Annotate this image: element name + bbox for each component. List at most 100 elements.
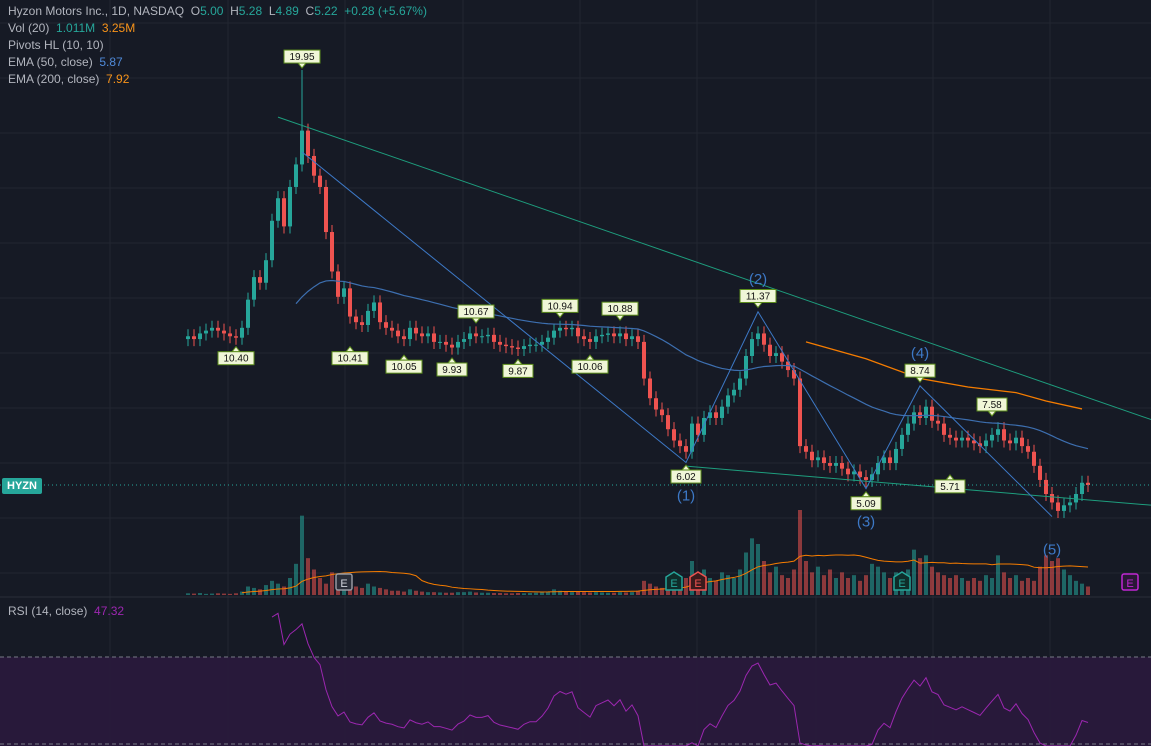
volume-bar	[930, 566, 934, 595]
volume-ma-value: 3.25M	[101, 21, 136, 35]
pivot-text: 5.71	[940, 482, 960, 493]
candle-body	[246, 299, 250, 328]
candle-body	[1020, 437, 1024, 447]
earnings-marker[interactable]: E	[1121, 573, 1139, 591]
candle-body	[888, 457, 892, 464]
candle-body	[684, 446, 688, 452]
candle-body	[528, 344, 532, 347]
candle-body	[666, 415, 670, 430]
volume-bar	[1026, 578, 1030, 595]
volume-bar	[474, 592, 478, 595]
candle-body	[486, 334, 490, 337]
volume-bar	[1050, 561, 1054, 595]
earnings-marker[interactable]: E	[665, 571, 683, 591]
candle-body	[960, 437, 964, 441]
volume-bar	[1068, 575, 1072, 595]
ema50-legend-row[interactable]: EMA (50, close) 5.87	[8, 54, 427, 71]
pivot-text: 10.05	[391, 362, 416, 373]
volume-bar	[810, 572, 814, 595]
volume-bar	[240, 591, 244, 595]
volume-bar	[984, 575, 988, 595]
volume-bar	[540, 592, 544, 595]
pivot-label-high: 8.74	[904, 363, 936, 383]
volume-bar	[1062, 569, 1066, 595]
candle-body	[1014, 437, 1018, 444]
candle-body	[216, 327, 220, 331]
volume-bar	[282, 586, 286, 595]
volume-bar	[654, 586, 658, 595]
candle-body	[186, 336, 190, 340]
pivot-pointer	[554, 311, 566, 319]
volume-bar	[1074, 580, 1078, 595]
volume-bar	[990, 578, 994, 595]
volume-bar	[522, 593, 526, 595]
ema200-legend-row[interactable]: EMA (200, close) 7.92	[8, 71, 427, 88]
pivot-label-low: 10.41	[331, 345, 369, 366]
candle-body	[1068, 502, 1072, 506]
volume-bar	[732, 578, 736, 595]
volume-bar	[636, 590, 640, 595]
earnings-letter: E	[1126, 578, 1133, 590]
earnings-box	[335, 573, 353, 591]
volume-bar	[324, 583, 328, 595]
earnings-letter: E	[694, 578, 701, 590]
volume-bar	[714, 580, 718, 595]
volume-bar	[864, 575, 868, 595]
volume-bar	[1056, 558, 1060, 595]
candle-body	[990, 434, 994, 441]
candle-body	[744, 355, 748, 379]
candle-body	[840, 463, 844, 469]
candle-body	[948, 434, 952, 438]
pivot-pointer	[614, 314, 626, 321]
volume-bar	[216, 593, 220, 595]
trend-line	[277, 116, 1151, 421]
pivot-pointer	[512, 358, 524, 365]
ema200-line	[805, 341, 1083, 410]
candle-body	[450, 344, 454, 348]
candle-body	[696, 423, 700, 435]
volume-bar	[738, 569, 742, 595]
pivot-label-low: 10.40	[217, 345, 255, 366]
candle-body	[408, 327, 412, 340]
volume-bar	[222, 593, 226, 595]
earnings-marker[interactable]: E	[689, 571, 707, 591]
candle-body	[822, 457, 826, 464]
rsi-legend[interactable]: RSI (14, close) 47.32	[8, 604, 124, 618]
earnings-marker[interactable]: E	[335, 573, 353, 591]
candle-body	[390, 327, 394, 331]
candle-body	[828, 463, 832, 466]
pivot-label-low: 10.05	[385, 354, 423, 374]
volume-bar	[306, 558, 310, 595]
pivot-pointer	[470, 317, 482, 324]
pivot-label-low: 6.02	[670, 464, 702, 484]
pivots-legend-row[interactable]: Pivots HL (10, 10)	[8, 37, 427, 54]
volume-bar	[960, 578, 964, 595]
candle-body	[924, 406, 928, 418]
volume-bar	[936, 572, 940, 595]
volume-bar	[1032, 580, 1036, 595]
earnings-letter: E	[670, 578, 677, 590]
candle-body	[588, 339, 592, 342]
candle-body	[1062, 505, 1066, 511]
volume-bar	[912, 549, 916, 595]
volume-bar	[426, 592, 430, 595]
candle-body	[906, 423, 910, 435]
pivot-box	[217, 351, 255, 366]
pivot-box	[541, 298, 579, 313]
volume-legend-row[interactable]: Vol (20) 1.011M 3.25M	[8, 20, 427, 37]
volume-bar	[798, 510, 802, 595]
volume-bar	[390, 590, 394, 595]
ema50-label: EMA (50, close)	[8, 55, 93, 69]
candle-body	[522, 346, 526, 349]
wave-label: (5)	[1043, 542, 1061, 559]
volume-bar	[468, 591, 472, 595]
volume-bar	[234, 593, 238, 595]
candle-body	[912, 412, 916, 424]
volume-bar	[402, 591, 406, 595]
volume-bar	[768, 572, 772, 595]
volume-bar	[954, 575, 958, 595]
candle-body	[240, 327, 244, 338]
earnings-marker[interactable]: E	[893, 571, 911, 591]
volume-bar	[366, 583, 370, 595]
